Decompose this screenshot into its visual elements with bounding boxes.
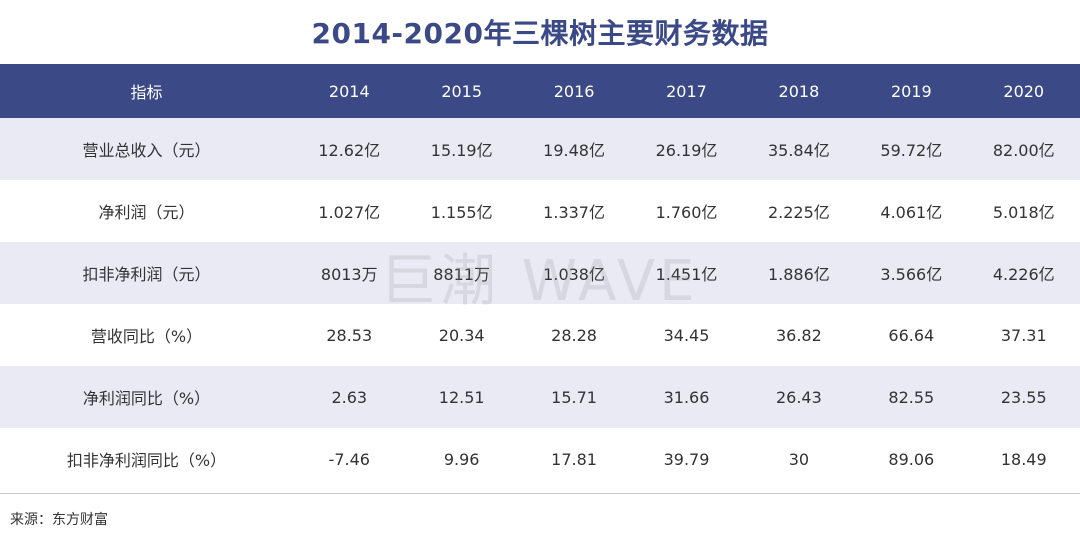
divider [0,493,1080,494]
table-cell: 37.31 [1000,325,1047,345]
table-cell: 82.00亿 [992,141,1055,160]
table-cell: 1.886亿 [767,265,830,284]
table-cell: 17.81 [551,449,597,469]
table-cell: 89.06 [888,449,935,469]
header-year: 2018 [778,81,820,101]
table-cell: 9.96 [443,449,480,469]
table-cell: 66.64 [888,325,935,345]
row-label: 扣非净利润（元） [82,265,211,284]
table-body: 营业总收入（元） 12.62亿 15.19亿 19.48亿 26.19亿 35.84亿 59… [0,118,1080,490]
table-cell: 1.038亿 [543,265,605,284]
table-cell: 2.63 [331,387,368,407]
table-cell: 36.82 [775,325,822,345]
table-cell: 15.71 [551,387,597,407]
row-label: 扣非净利润同比（%） [66,451,227,470]
table-cell: 28.28 [551,325,597,345]
table-cell: 1.760亿 [655,203,718,222]
table-row: 扣非净利润同比（%） -7.46 9.96 17.81 39.79 30 89.06 18.4… [0,428,1080,490]
chart-title: 2014-2020年三棵树主要财务数据 [311,17,769,50]
table-cell: -7.46 [328,449,370,469]
table-cell: 8811万 [433,265,491,284]
table-cell: 12.62亿 [318,141,381,160]
table-cell: 35.84亿 [767,141,830,160]
table-cell: 34.45 [663,325,710,345]
table-cell: 59.72亿 [880,141,943,160]
table-row: 扣非净利润（元） 8013万 8811万 1.038亿 1.451亿 1.886亿 3.56… [0,242,1080,304]
table-row: 营收同比（%） 28.53 20.34 28.28 34.45 36.82 66.64 37.… [0,304,1080,366]
table-cell: 19.48亿 [543,141,605,160]
table-cell: 8013万 [320,265,378,284]
table-cell: 1.337亿 [543,203,605,222]
table-cell: 3.566亿 [880,265,943,284]
table-cell: 4.061亿 [880,203,943,222]
table-header-row: 指标 2014 2015 2016 2017 2018 2019 2020 [0,64,1080,118]
table-cell: 39.79 [663,449,710,469]
table-cell: 28.53 [326,325,373,345]
table-cell: 1.451亿 [655,265,718,284]
table-cell: 82.55 [888,387,935,407]
table-cell: 31.66 [663,387,710,407]
header-year: 2020 [1003,81,1045,101]
table-cell: 12.51 [438,387,485,407]
header-indicator: 指标 [130,83,163,102]
source-note: 来源：东方财富 [10,512,108,528]
table-row: 净利润（元） 1.027亿 1.155亿 1.337亿 1.760亿 2.225亿 4.06… [0,180,1080,242]
table-cell: 30 [788,449,810,469]
table-cell: 4.226亿 [992,265,1055,284]
table-cell: 23.55 [1000,387,1047,407]
header-year: 2016 [553,81,595,101]
table-cell: 18.49 [1000,449,1047,469]
table-row: 营业总收入（元） 12.62亿 15.19亿 19.48亿 26.19亿 35.84亿 59… [0,118,1080,180]
financial-data-table: 指标 2014 2015 2016 2017 2018 2019 2020 营业… [0,64,1080,490]
table-cell: 26.19亿 [655,141,718,160]
table-cell: 15.19亿 [430,141,493,160]
header-year: 2017 [666,81,707,101]
table-cell: 5.018亿 [992,203,1055,222]
table-cell: 20.34 [438,325,485,345]
table-cell: 1.027亿 [318,203,381,222]
header-year: 2019 [890,81,932,101]
row-label: 营收同比（%） [90,327,203,346]
table-cell: 2.225亿 [767,203,830,222]
table-cell: 1.155亿 [430,203,493,222]
row-label: 净利润（元） [98,203,195,222]
header-year: 2015 [441,81,483,101]
table-cell: 26.43 [775,387,822,407]
header-year: 2014 [328,81,370,101]
row-label: 净利润同比（%） [82,389,211,408]
table-row: 净利润同比（%） 2.63 12.51 15.71 31.66 26.43 82.55 23.… [0,366,1080,428]
row-label: 营业总收入（元） [82,141,211,160]
